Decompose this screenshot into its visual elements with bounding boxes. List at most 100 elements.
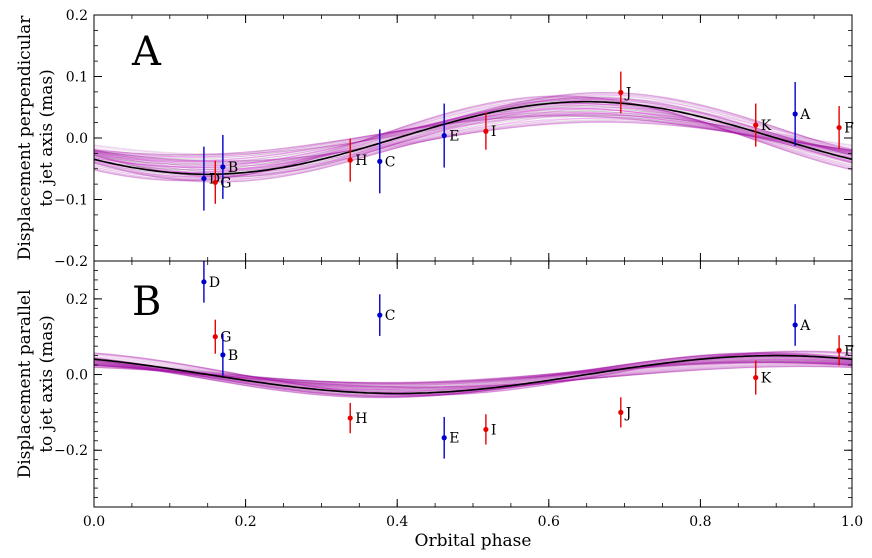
panel-a-ensemble-curve bbox=[93, 95, 853, 181]
panel-a-ylabel-line2: to jet axis (mas) bbox=[37, 69, 57, 207]
x-tick-label: 1.0 bbox=[841, 514, 863, 530]
data-marker bbox=[441, 435, 447, 441]
x-tick-label: 0.4 bbox=[386, 514, 408, 530]
panel-a-ensemble-curve bbox=[93, 100, 853, 181]
panel-a-ensemble-curve bbox=[93, 98, 853, 174]
panel-a-ensemble-curve bbox=[93, 103, 853, 170]
panel-a-ensemble-curve bbox=[93, 107, 853, 173]
point-label: B bbox=[228, 160, 238, 176]
panel-b-ylabel-line2: to jet axis (mas) bbox=[37, 315, 57, 453]
data-marker bbox=[836, 347, 842, 353]
panel-a-point-f: F bbox=[836, 106, 854, 150]
panel-a-ensemble-curve bbox=[93, 97, 853, 183]
point-label: K bbox=[761, 118, 772, 134]
panel-a-ensemble-curve bbox=[93, 116, 853, 167]
panel-b-ensemble-curve bbox=[93, 353, 853, 398]
panel-b-ensemble-curve bbox=[93, 356, 853, 389]
panel-b-point-k: K bbox=[753, 360, 772, 395]
data-marker bbox=[347, 415, 353, 421]
panel-b-ensemble-curve bbox=[93, 352, 853, 398]
panel-a-point-j: J bbox=[618, 71, 632, 114]
panel-a-ensemble-curve bbox=[93, 113, 853, 160]
x-tick-label: 0.6 bbox=[538, 514, 560, 530]
data-marker bbox=[836, 124, 842, 131]
panel-b-ensemble-curve bbox=[93, 351, 853, 396]
panel-b-ensemble-curve bbox=[93, 360, 853, 388]
data-marker bbox=[441, 132, 447, 139]
panel-a-x-ticks bbox=[93, 15, 853, 261]
panel-a-ensemble-curve bbox=[93, 112, 853, 158]
panel-a-ensemble-curve bbox=[93, 121, 853, 162]
panel-b-ensemble-curve bbox=[93, 355, 853, 392]
panel-b-ensemble-curve bbox=[93, 350, 853, 396]
data-marker bbox=[212, 179, 218, 185]
panel-a-ensemble-curve bbox=[93, 115, 853, 155]
panel-b-model-curve bbox=[93, 354, 853, 395]
data-marker bbox=[220, 164, 226, 170]
panel-a-data-points: DBG H C E I J K A F bbox=[201, 71, 854, 211]
panel-b-label: B bbox=[132, 279, 161, 325]
panel-b-ensemble-curve bbox=[93, 361, 853, 384]
panel-b-point-e: E bbox=[441, 416, 459, 459]
point-label: E bbox=[449, 129, 459, 145]
data-marker bbox=[618, 409, 624, 415]
panel-b-point-i: I bbox=[483, 414, 496, 445]
data-marker bbox=[792, 322, 798, 328]
data-marker bbox=[212, 334, 218, 340]
panel-a-ensemble-curve bbox=[93, 105, 853, 164]
panel-b-ensemble-curve bbox=[93, 365, 853, 388]
point-label: J bbox=[624, 85, 632, 101]
panel-b-y-ticks: −0.2 0.0 0.2 bbox=[54, 260, 852, 498]
panel-a: DBG H C E I J K A F −0.2 −0.1 0.0 0.1 0.2 A Displace… bbox=[15, 8, 854, 270]
panel-a-point-b: B bbox=[220, 134, 238, 199]
y-tick-label: 0.0 bbox=[66, 131, 88, 147]
data-marker bbox=[483, 426, 489, 433]
panel-a-ensemble-curve bbox=[93, 114, 853, 158]
panel-a-ensemble-curve bbox=[93, 100, 853, 174]
point-label: H bbox=[355, 411, 367, 427]
point-label: A bbox=[799, 107, 811, 123]
panel-b-ensemble-curve bbox=[93, 351, 853, 395]
data-marker bbox=[618, 89, 624, 96]
data-marker bbox=[377, 158, 383, 164]
panel-b-ensemble-curve bbox=[93, 360, 853, 385]
point-label: H bbox=[355, 153, 367, 169]
point-label: J bbox=[624, 405, 632, 421]
panel-b-point-a: A bbox=[792, 304, 811, 346]
panel-b-point-d: D bbox=[201, 261, 220, 303]
point-label: F bbox=[844, 343, 854, 359]
panel-b-ensemble-curve bbox=[93, 358, 853, 388]
data-marker bbox=[483, 128, 489, 134]
panel-a-ensemble-curve bbox=[93, 112, 853, 158]
panel-b-ensemble-curve bbox=[93, 353, 853, 398]
panel-b-ensemble-curve bbox=[93, 350, 853, 397]
panel-a-point-d: D bbox=[201, 146, 220, 211]
panel-a-point-g: G bbox=[212, 160, 231, 204]
x-tick-label: 0.0 bbox=[83, 514, 105, 530]
panel-b-ensemble-curve bbox=[93, 361, 853, 384]
panel-a-ensemble-curve bbox=[93, 101, 853, 172]
panel-a-ensemble-curve bbox=[93, 116, 853, 166]
panel-a-ensemble-curve bbox=[93, 94, 853, 177]
panel-a-ensemble-curve bbox=[93, 108, 853, 163]
point-label: G bbox=[220, 330, 231, 346]
panel-b-ensemble-curve bbox=[93, 363, 853, 390]
panel-a-ensemble-curve bbox=[93, 92, 853, 178]
point-label: B bbox=[228, 348, 238, 364]
panel-b-data-points: D GB H C E I J K A F bbox=[201, 261, 854, 459]
panel-a-ensemble-curve bbox=[93, 105, 853, 170]
panel-a-point-a: A bbox=[792, 82, 811, 146]
panel-b-point-g: G bbox=[212, 319, 231, 354]
point-label: C bbox=[385, 308, 396, 324]
panel-b-ensemble-curve bbox=[93, 352, 853, 398]
panel-a-ensemble-curve bbox=[93, 96, 853, 180]
point-label: E bbox=[449, 431, 459, 447]
panel-a-ensemble-curve bbox=[93, 97, 853, 181]
point-label: D bbox=[209, 172, 220, 188]
panel-a-ensemble-curve bbox=[93, 91, 853, 178]
panel-b-ylabel-line1: Displacement parallel bbox=[15, 290, 35, 479]
y-tick-label: 0.1 bbox=[66, 70, 88, 86]
panel-a-point-k: K bbox=[753, 103, 772, 147]
y-tick-label: 0.2 bbox=[66, 292, 88, 308]
